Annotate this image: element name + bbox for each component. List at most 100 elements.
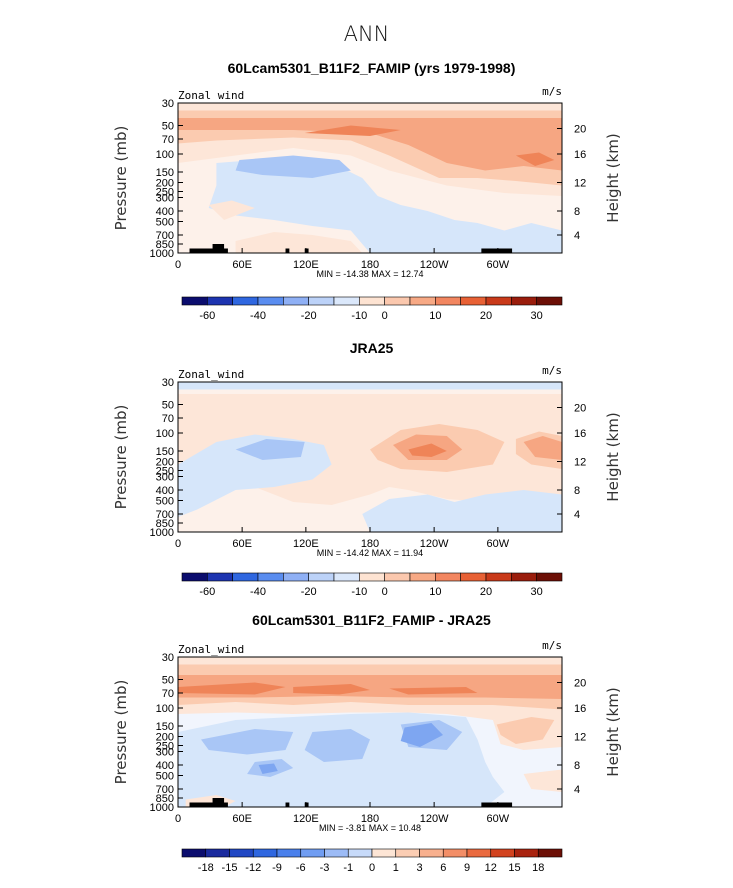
y-tick-label: 50 [162, 675, 174, 687]
y-tick-label: 250 [156, 466, 174, 478]
topography-mask [212, 244, 225, 253]
colorbar-swatch [283, 296, 309, 306]
y-tick-label: 100 [156, 149, 174, 161]
colorbar-label: 20 [480, 310, 492, 322]
colorbar-swatch [283, 572, 309, 582]
y-tick-label: 500 [156, 217, 174, 229]
x-tick-label: 120W [420, 259, 449, 271]
colorbar-swatch [333, 572, 360, 582]
contour-region [389, 687, 478, 695]
y-tick-label: 150 [156, 721, 174, 733]
y2-tick-label: 4 [574, 509, 580, 521]
y-tick-label: 100 [156, 428, 174, 440]
contour-region [178, 382, 562, 390]
y-tick-label: 70 [162, 688, 174, 700]
colorbar-label: 1 [393, 862, 399, 874]
x-tick-label: 60W [487, 259, 510, 271]
y2-tick-label: 16 [574, 428, 586, 440]
y2-tick-label: 20 [574, 403, 586, 415]
contour-region [293, 684, 370, 695]
contour-region [523, 436, 562, 460]
colorbar-label: -12 [245, 862, 261, 874]
x-tick-label: 0 [175, 259, 181, 271]
contour-region [515, 152, 555, 166]
colorbar-swatch [536, 572, 563, 582]
colorbar-swatch [485, 296, 512, 306]
y-tick-label: 250 [156, 741, 174, 753]
colorbar-swatch [257, 296, 284, 306]
y2-tick-label: 12 [574, 178, 586, 190]
colorbar-label: -60 [199, 586, 215, 598]
colorbar-label: -10 [351, 586, 367, 598]
colorbar-label: 0 [369, 862, 375, 874]
y-tick-label: 70 [162, 413, 174, 425]
x-tick-label: 120W [420, 538, 449, 550]
y2-tick-label: 12 [574, 732, 586, 744]
contour-fill [178, 382, 562, 532]
colorbar-swatch [257, 572, 284, 582]
y-tick-label: 400 [156, 206, 174, 218]
colorbar-label: 12 [485, 862, 497, 874]
units-label: m/s [542, 639, 562, 652]
colorbar-label: -6 [296, 862, 306, 874]
topography-mask [189, 248, 228, 253]
y-tick-label: 1000 [150, 802, 174, 814]
y-tick-label: 700 [156, 509, 174, 521]
colorbar: -60 -40 -20 -10 0 10 20 30 [181, 572, 563, 598]
colorbar-swatch [252, 848, 278, 858]
panel-3: Zonal_wind m/s305070100150200250300400500… [112, 639, 622, 874]
x-tick-label: 60W [487, 538, 510, 550]
colorbar-swatch [308, 296, 335, 306]
contour-region [304, 729, 370, 762]
colorbar-swatch [419, 848, 444, 858]
topography-mask [304, 802, 309, 807]
x-tick-label: 60E [232, 538, 252, 550]
y2-tick-label: 4 [574, 784, 580, 796]
colorbar-swatch [485, 572, 512, 582]
contour-region [208, 160, 562, 253]
colorbar-swatch [347, 848, 373, 858]
y-tick-label: 150 [156, 167, 174, 179]
colorbar-swatch [384, 572, 411, 582]
y-tick-label: 700 [156, 230, 174, 242]
topography-mask [212, 798, 225, 807]
colorbar-label: 10 [429, 310, 441, 322]
contour-region [235, 155, 351, 178]
colorbar-swatch [181, 572, 208, 582]
y-axis-title: Pressure (mb) [112, 680, 130, 785]
y2-tick-label: 20 [574, 124, 586, 136]
colorbar-label: 15 [508, 862, 520, 874]
colorbar-swatch [371, 848, 397, 858]
y-tick-label: 850 [156, 518, 174, 530]
colorbar-label: -40 [250, 310, 266, 322]
x-tick-label: 120E [293, 813, 319, 825]
colorbar-swatch [384, 296, 411, 306]
colorbar-swatch [466, 848, 492, 858]
colorbar-label: -20 [301, 586, 317, 598]
colorbar-label: -60 [199, 310, 215, 322]
colorbar-swatch [537, 848, 563, 858]
units-label: m/s [542, 364, 562, 377]
y2-tick-label: 20 [574, 678, 586, 690]
y-tick-label: 500 [156, 496, 174, 508]
colorbar-swatch [232, 296, 259, 306]
y2-tick-label: 16 [574, 149, 586, 161]
x-tick-label: 0 [175, 538, 181, 550]
y-tick-label: 300 [156, 193, 174, 205]
y-tick-label: 400 [156, 760, 174, 772]
y-tick-label: 1000 [150, 248, 174, 260]
x-tick-label: 180 [361, 259, 379, 271]
colorbar-swatch [324, 848, 349, 858]
y-tick-label: 30 [162, 652, 174, 664]
y-tick-label: 300 [156, 472, 174, 484]
colorbar-swatch [511, 572, 537, 582]
contour-region [523, 769, 562, 792]
y-tick-label: 850 [156, 239, 174, 251]
x-tick-label: 120W [420, 813, 449, 825]
y2-axis-title: Height (km) [604, 687, 622, 776]
contour-region [201, 729, 294, 755]
panel-1-title: 60Lcam5301_B11F2_FAMIP (yrs 1979-1998) [227, 60, 516, 76]
colorbar-swatch [395, 848, 420, 858]
contour-region [178, 118, 562, 171]
colorbar-label: -20 [301, 310, 317, 322]
